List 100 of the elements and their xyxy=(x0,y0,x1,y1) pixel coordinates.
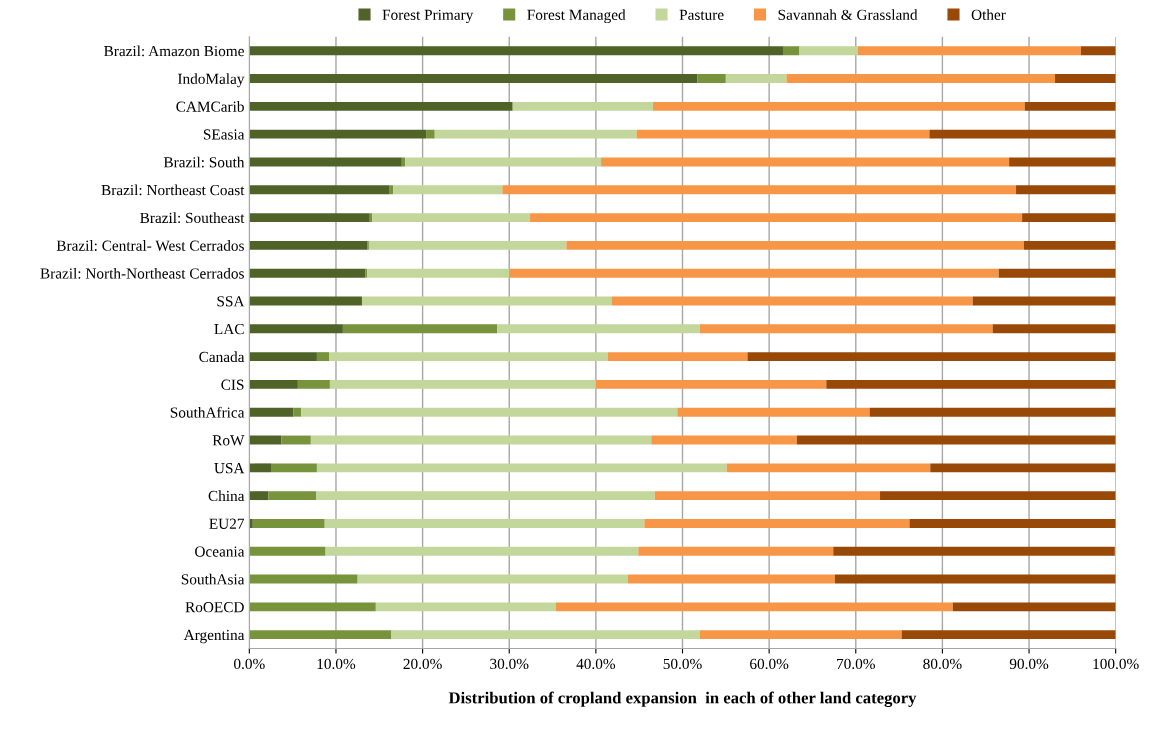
bar xyxy=(998,268,1116,278)
bar xyxy=(249,157,402,167)
bar xyxy=(636,129,930,139)
y-tick-label: CIS xyxy=(221,379,244,390)
x-tick-label: 40.0% xyxy=(576,658,616,670)
bar xyxy=(654,491,881,501)
bar xyxy=(316,463,727,473)
bar xyxy=(556,602,953,612)
bar xyxy=(357,574,628,584)
bar xyxy=(880,491,1116,501)
bar xyxy=(726,463,931,473)
bar xyxy=(316,491,655,501)
bar xyxy=(653,101,1025,111)
bar xyxy=(833,546,1115,556)
y-tick-label: SouthAsia xyxy=(181,573,245,585)
bar xyxy=(249,379,298,389)
bar xyxy=(368,240,567,250)
bar xyxy=(293,407,302,417)
bar xyxy=(426,129,435,139)
bar xyxy=(869,407,1116,417)
y-tick-label: Oceania xyxy=(195,546,245,557)
bar xyxy=(783,46,800,56)
legend-label: Forest Managed xyxy=(527,9,626,24)
bar xyxy=(1022,213,1116,223)
y-tick-label: EU27 xyxy=(209,518,245,529)
bar xyxy=(249,101,513,111)
bar xyxy=(502,185,1017,195)
bar xyxy=(834,574,1116,584)
bar xyxy=(249,213,370,223)
bar xyxy=(249,546,326,556)
x-tick-label: 80.0% xyxy=(923,658,962,670)
bar xyxy=(375,602,557,612)
bar xyxy=(329,352,608,362)
y-tick-label: LAC xyxy=(214,323,244,335)
x-tick-label: 20.0% xyxy=(403,658,442,670)
bar xyxy=(909,518,1116,528)
legend-label: Other xyxy=(971,9,1006,20)
bar xyxy=(324,518,645,528)
bar xyxy=(249,630,392,640)
y-tick-label: SSA xyxy=(217,296,245,307)
bar xyxy=(1023,240,1116,250)
bar xyxy=(725,74,787,84)
bar xyxy=(796,435,1116,445)
x-tick-label: 30.0% xyxy=(490,658,529,670)
bar xyxy=(297,379,330,389)
bar xyxy=(530,213,1023,223)
bar xyxy=(249,574,358,584)
bar xyxy=(1024,101,1116,111)
y-tick-label: Brazil: Amazon Biome xyxy=(104,45,244,57)
y-tick-label: Brazil: Southeast xyxy=(140,212,245,224)
bar xyxy=(391,630,700,640)
bar xyxy=(316,352,330,362)
bar xyxy=(697,74,726,84)
bar xyxy=(566,240,1024,250)
bar xyxy=(434,129,637,139)
x-tick-label: 60.0% xyxy=(750,658,789,670)
y-tick-label: Brazil: North-Northeast Cerrados xyxy=(40,267,244,279)
legend-label: Pasture xyxy=(679,9,724,20)
x-tick-label: 0.0% xyxy=(234,658,265,670)
bar xyxy=(699,630,902,640)
bar xyxy=(509,268,999,278)
y-tick-label: USA xyxy=(214,463,245,474)
bar xyxy=(249,407,294,417)
x-tick-label: 70.0% xyxy=(837,658,875,670)
y-tick-label: IndoMalay xyxy=(177,73,245,88)
bar xyxy=(405,157,602,167)
bar xyxy=(747,352,1116,362)
y-tick-label: SEasia xyxy=(203,129,245,140)
bar xyxy=(857,46,1082,56)
y-tick-label: Argentina xyxy=(183,629,245,644)
x-tick-label: 100.0% xyxy=(1093,658,1139,670)
y-tick-label: Brazil: Central- West Cerrados xyxy=(56,240,244,251)
bar xyxy=(281,435,311,445)
bar xyxy=(952,602,1116,612)
bar xyxy=(249,324,343,334)
bar xyxy=(252,518,325,528)
legend-label: Savannah & Grassland xyxy=(778,9,918,20)
bar xyxy=(301,407,678,417)
bar xyxy=(799,46,858,56)
x-tick-label: 90.0% xyxy=(1009,658,1049,670)
bar xyxy=(901,630,1116,640)
bar xyxy=(249,463,271,473)
y-tick-label: RoOECD xyxy=(185,602,244,613)
x-tick-label: 50.0% xyxy=(663,658,702,670)
bar xyxy=(677,407,870,417)
bar xyxy=(249,268,366,278)
y-tick-label: CAMCarib xyxy=(176,101,244,112)
y-tick-label: Brazil: South xyxy=(163,156,245,168)
y-tick-label: RoW xyxy=(212,435,245,446)
bar xyxy=(601,157,1010,167)
bar xyxy=(270,463,317,473)
bar xyxy=(329,379,596,389)
bar xyxy=(249,129,427,139)
bar xyxy=(1081,46,1116,56)
bar xyxy=(611,296,973,306)
bar xyxy=(361,296,612,306)
bar xyxy=(268,491,317,501)
legend-label: Forest Primary xyxy=(382,9,474,24)
bar xyxy=(249,240,368,250)
bar xyxy=(638,546,834,556)
